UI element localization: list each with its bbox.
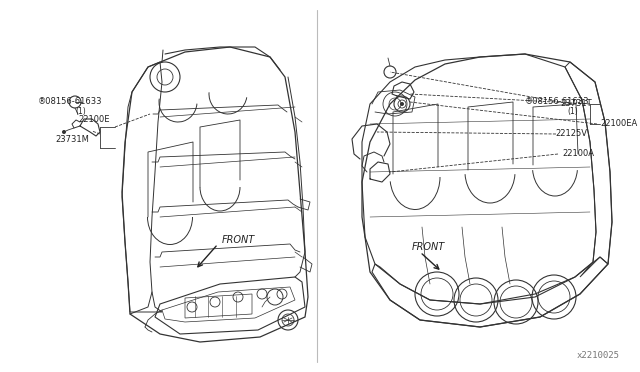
Circle shape [62,130,66,134]
Text: 22100EA: 22100EA [600,119,637,128]
Text: 22125V: 22125V [555,129,587,138]
Text: (1): (1) [75,107,86,116]
Text: FRONT: FRONT [412,242,445,252]
Text: (1): (1) [567,107,578,116]
Text: 23731T: 23731T [560,99,591,109]
Text: 23731M: 23731M [55,135,89,144]
Text: ®08156-61633: ®08156-61633 [38,97,102,106]
Circle shape [384,66,396,78]
Text: ®08156-61633: ®08156-61633 [525,97,589,106]
Circle shape [400,102,404,106]
Text: x2210025: x2210025 [577,351,620,360]
Circle shape [69,96,81,108]
Text: FRONT: FRONT [222,235,255,245]
Text: 22100A: 22100A [562,150,594,158]
Text: 22100E: 22100E [78,115,109,125]
